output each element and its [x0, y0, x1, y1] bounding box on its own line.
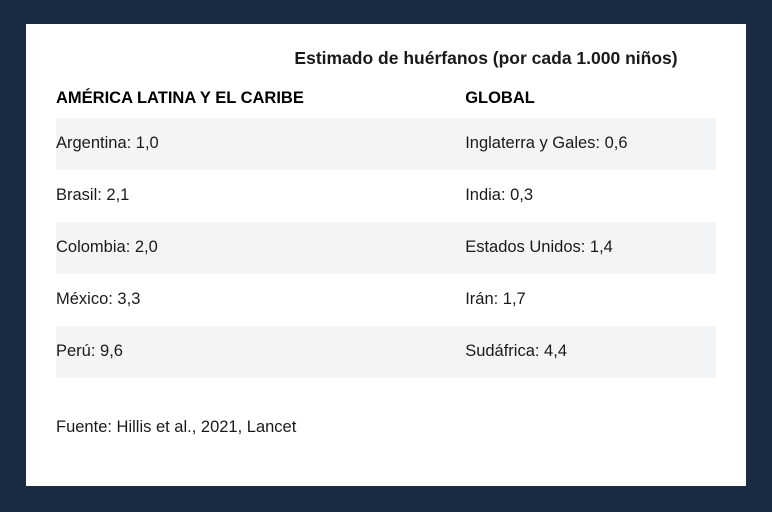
table-title: Estimado de huérfanos (por cada 1.000 ni…: [56, 42, 716, 79]
column-header-left: AMÉRICA LATINA Y EL CARIBE: [56, 89, 465, 108]
cell-right: Sudáfrica: 4,4: [465, 342, 716, 361]
cell-right: India: 0,3: [465, 186, 716, 205]
cell-right: Irán: 1,7: [465, 290, 716, 309]
table-rows: Argentina: 1,0 Inglaterra y Gales: 0,6 B…: [56, 118, 716, 378]
table-row: Brasil: 2,1 India: 0,3: [56, 170, 716, 222]
table-row: Perú: 9,6 Sudáfrica: 4,4: [56, 326, 716, 378]
source-citation: Fuente: Hillis et al., 2021, Lancet: [56, 378, 716, 437]
cell-right: Estados Unidos: 1,4: [465, 238, 716, 257]
table-row: Colombia: 2,0 Estados Unidos: 1,4: [56, 222, 716, 274]
cell-left: Argentina: 1,0: [56, 134, 465, 153]
cell-left: Perú: 9,6: [56, 342, 465, 361]
cell-left: Colombia: 2,0: [56, 238, 465, 257]
cell-left: Brasil: 2,1: [56, 186, 465, 205]
data-table-card: Estimado de huérfanos (por cada 1.000 ni…: [26, 24, 746, 486]
table-row: Argentina: 1,0 Inglaterra y Gales: 0,6: [56, 118, 716, 170]
table-row: México: 3,3 Irán: 1,7: [56, 274, 716, 326]
cell-right: Inglaterra y Gales: 0,6: [465, 134, 716, 153]
column-headers: AMÉRICA LATINA Y EL CARIBE GLOBAL: [56, 79, 716, 118]
column-header-right: GLOBAL: [465, 89, 716, 108]
cell-left: México: 3,3: [56, 290, 465, 309]
